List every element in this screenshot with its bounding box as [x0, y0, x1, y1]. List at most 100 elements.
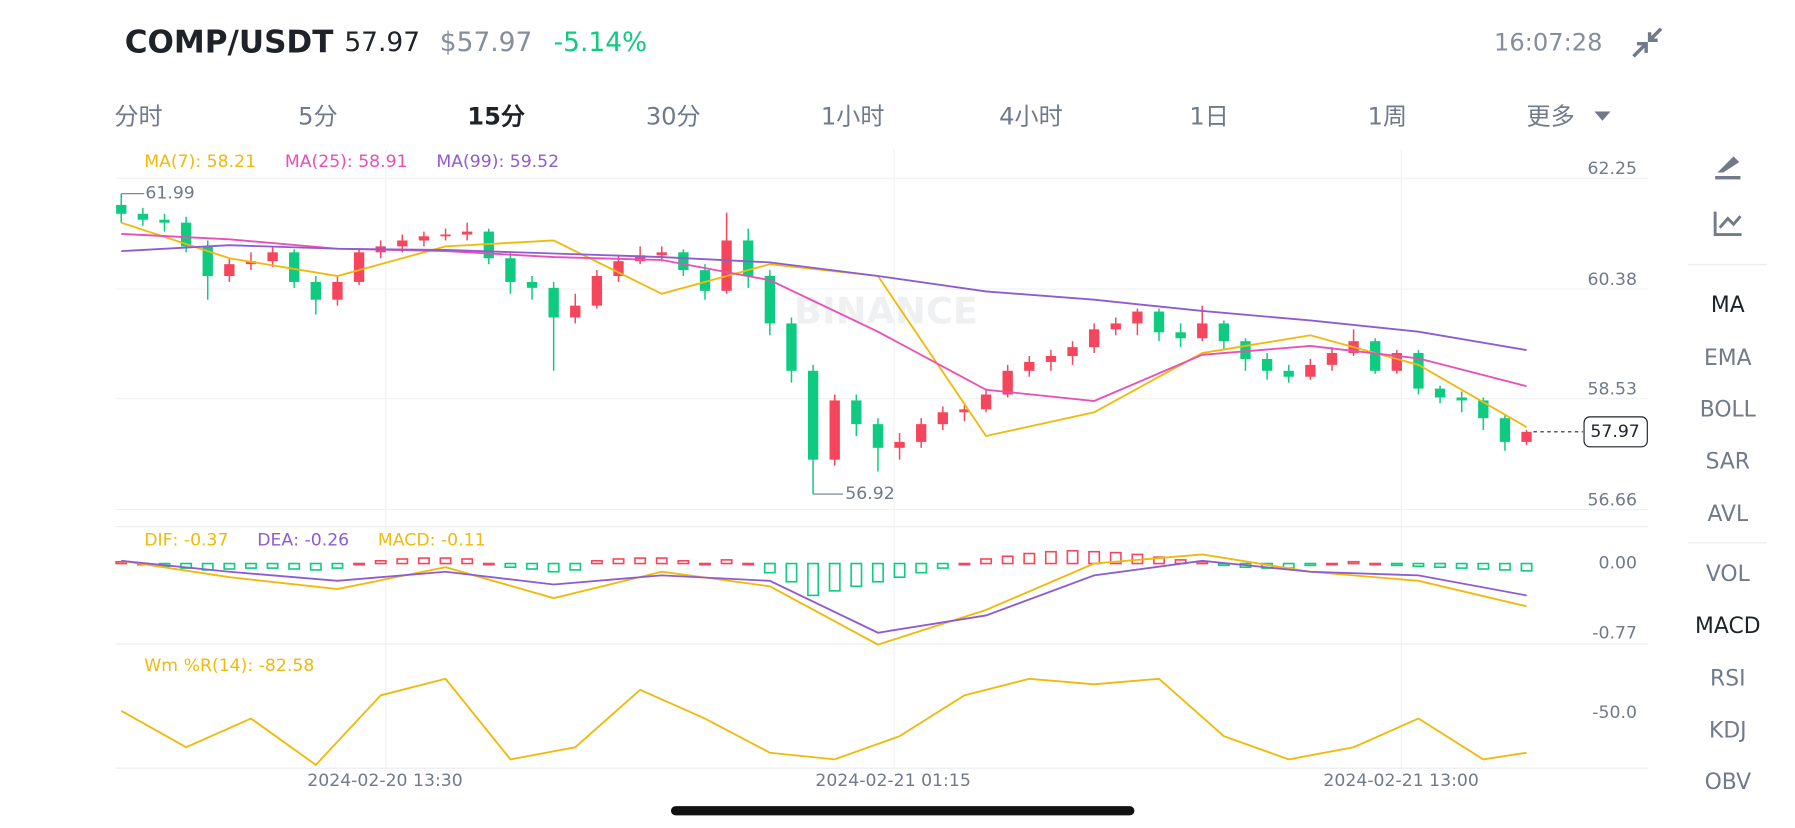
legend-value: -0.37	[184, 531, 229, 551]
indicator-tab[interactable]: OBV	[1705, 770, 1752, 795]
macd-bar	[936, 562, 949, 569]
candle-body	[786, 323, 797, 371]
x-tick-label: 2024-02-21 01:15	[815, 771, 970, 791]
macd-bar	[634, 557, 647, 565]
legend-name: MA(99)	[436, 152, 498, 172]
timeframe-tab[interactable]: 1周	[1368, 102, 1407, 130]
macd-bar	[1088, 550, 1101, 565]
macd-bar	[482, 562, 495, 566]
macd-bar	[742, 562, 755, 566]
indicator-line	[121, 244, 1527, 351]
macd-bar	[244, 562, 257, 569]
candle-body	[1218, 323, 1230, 342]
macd-bar	[915, 562, 928, 574]
candle-body	[764, 276, 776, 324]
candle-body	[116, 204, 127, 214]
candle-body	[1370, 341, 1381, 371]
macd-bar	[980, 558, 993, 565]
low-label: 56.92	[845, 484, 894, 504]
macd-bar	[417, 557, 430, 565]
legend-entry: DEA: -0.26	[257, 531, 349, 551]
candle-body	[526, 281, 538, 288]
candle-body	[721, 240, 732, 291]
legend-sep: :	[173, 531, 184, 551]
price-usd: $57.97	[440, 27, 533, 58]
candle-body	[267, 252, 278, 262]
candle-body	[202, 246, 213, 277]
candle-body	[807, 370, 819, 460]
macd-bar	[871, 562, 884, 583]
dropdown-arrow[interactable]	[1594, 111, 1611, 121]
legend-entry: Wm %R(14): -82.58	[144, 656, 314, 676]
indicator-tab[interactable]: VOL	[1706, 562, 1751, 587]
x-tick-label: 2024-02-20 13:30	[307, 771, 462, 791]
legend-sep: :	[498, 152, 509, 172]
macd-bar	[309, 562, 322, 571]
candle-body	[332, 281, 343, 300]
macd-bar	[288, 562, 301, 570]
candle-body	[980, 394, 992, 410]
legend-value: -0.26	[305, 531, 350, 551]
y-tick-label: 60.38	[1588, 270, 1637, 290]
watermark: BINANCE	[794, 289, 978, 332]
collapse-icon[interactable]	[1632, 27, 1663, 58]
legend-value: 59.52	[510, 152, 559, 172]
high-label: 61.99	[145, 184, 194, 204]
candle-body	[548, 287, 559, 318]
legend-value: -82.58	[259, 656, 315, 676]
indicator-tab[interactable]: EMA	[1704, 346, 1752, 371]
legend-name: DEA	[257, 531, 293, 551]
macd-bar	[1325, 562, 1338, 566]
candle-body	[851, 400, 862, 425]
legend-value: 58.91	[358, 152, 407, 172]
candle-body	[570, 305, 581, 318]
candle-body	[1521, 431, 1532, 442]
candle-body	[1024, 361, 1035, 371]
indicator-tab[interactable]: RSI	[1710, 667, 1746, 692]
indicator-tab[interactable]: MA	[1711, 293, 1745, 318]
macd-bar	[1304, 562, 1317, 567]
macd-bar	[612, 558, 625, 565]
candle-body	[743, 240, 754, 277]
candle-body	[505, 258, 516, 282]
macd-bar	[223, 562, 236, 570]
legend-name: MACD	[378, 531, 430, 551]
change: -5.14%	[554, 27, 648, 58]
legend-sep: :	[430, 531, 441, 551]
candle-body	[137, 213, 149, 220]
indicator-tab[interactable]: BOLL	[1700, 398, 1757, 423]
macd-bar	[785, 562, 798, 583]
candle-body	[1197, 323, 1208, 339]
candle-body	[1283, 370, 1294, 377]
candle-body	[613, 261, 624, 277]
timeframe-tab[interactable]: 4小时	[999, 102, 1063, 130]
timeframe-tab[interactable]: 更多	[1527, 102, 1575, 130]
macd-bar	[547, 562, 560, 573]
legend-value: -0.11	[441, 531, 486, 551]
candle-body	[440, 234, 451, 237]
timeframe-tab[interactable]: 1小时	[821, 102, 885, 130]
macd-bar	[569, 562, 582, 571]
indicator-tab[interactable]: SAR	[1706, 449, 1750, 474]
indicator-tab[interactable]: KDJ	[1709, 718, 1747, 743]
indicator-tab[interactable]: AVL	[1707, 502, 1748, 527]
candle-body	[1045, 355, 1057, 362]
timeframe-tab[interactable]: 1日	[1189, 102, 1228, 130]
macd-bar	[1455, 562, 1468, 569]
indicator-tab[interactable]: MACD	[1695, 614, 1760, 639]
candle-body	[699, 270, 711, 291]
legend-name: DIF	[144, 531, 172, 551]
macd-bar	[850, 562, 863, 588]
timeframe-tab[interactable]: 15分	[467, 102, 525, 130]
timeframe-tab[interactable]: 5分	[298, 102, 338, 130]
legend-entry: DIF: -0.37	[144, 531, 228, 551]
macd-bar	[828, 562, 841, 592]
candle-body	[937, 412, 948, 425]
draw-icon[interactable]	[1715, 156, 1741, 180]
timeframe-tab[interactable]: 30分	[646, 102, 701, 130]
indicator-icon[interactable]	[1713, 211, 1742, 237]
timeframe-tab[interactable]: 分时	[114, 102, 162, 130]
candle-body	[678, 252, 689, 271]
macd-bar	[1023, 552, 1036, 565]
